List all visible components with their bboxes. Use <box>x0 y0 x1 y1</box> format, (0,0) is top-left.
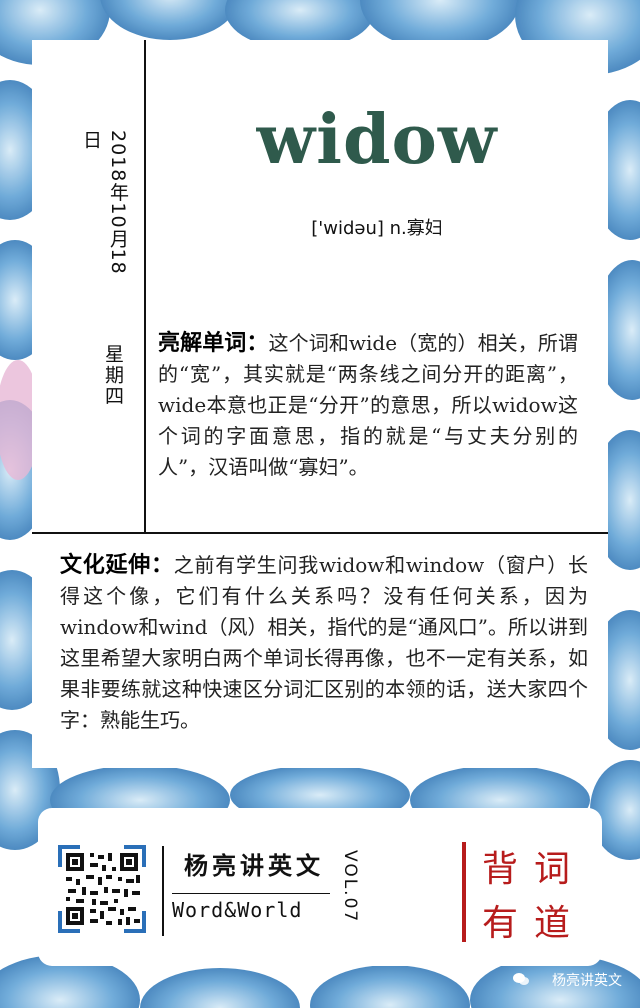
explain-heading: 亮解单词： <box>158 330 269 356</box>
word-card <box>32 40 608 768</box>
explain-section: 亮解单词：这个词和wide（宽的）相关，所谓的“宽”，其实就是“两条线之间分开的… <box>158 328 578 483</box>
qr-code-icon[interactable] <box>56 843 148 935</box>
vertical-divider <box>144 40 146 534</box>
culture-text: 之前有学生问我widow和window（窗户）长得这个像，它们有什么关系吗？没有… <box>60 553 589 732</box>
brand-name-cn: 杨亮讲英文 <box>184 851 324 880</box>
footer-divider <box>162 846 164 936</box>
phonetic-definition: ['widəu] n.寡妇 <box>311 218 443 239</box>
weekday-label: 星期四 <box>102 344 124 407</box>
culture-section: 文化延伸：之前有学生问我widow和window（窗户）长得这个像，它们有什么关… <box>60 550 588 736</box>
slogan-char: 词 <box>534 849 571 890</box>
brand-name-en: Word&World <box>172 898 303 922</box>
wechat-icon <box>513 973 529 985</box>
slogan-char: 有 <box>482 903 519 944</box>
watermark-text: 杨亮讲英文 <box>552 973 622 989</box>
slogan-accent-bar <box>462 842 466 942</box>
slogan-char: 道 <box>534 903 571 944</box>
explain-text: 这个词和wide（宽的）相关，所谓的“宽”，其实就是“两条线之间分开的距离”，w… <box>158 331 578 479</box>
headword: widow <box>256 100 498 180</box>
date-label: 2018年10月18日 <box>80 130 129 275</box>
volume-label: VOL.07 <box>340 850 360 924</box>
slogan-char: 背 <box>482 849 519 890</box>
brand-underline <box>172 893 330 894</box>
culture-heading: 文化延伸： <box>60 552 174 578</box>
horizontal-divider <box>32 532 608 534</box>
